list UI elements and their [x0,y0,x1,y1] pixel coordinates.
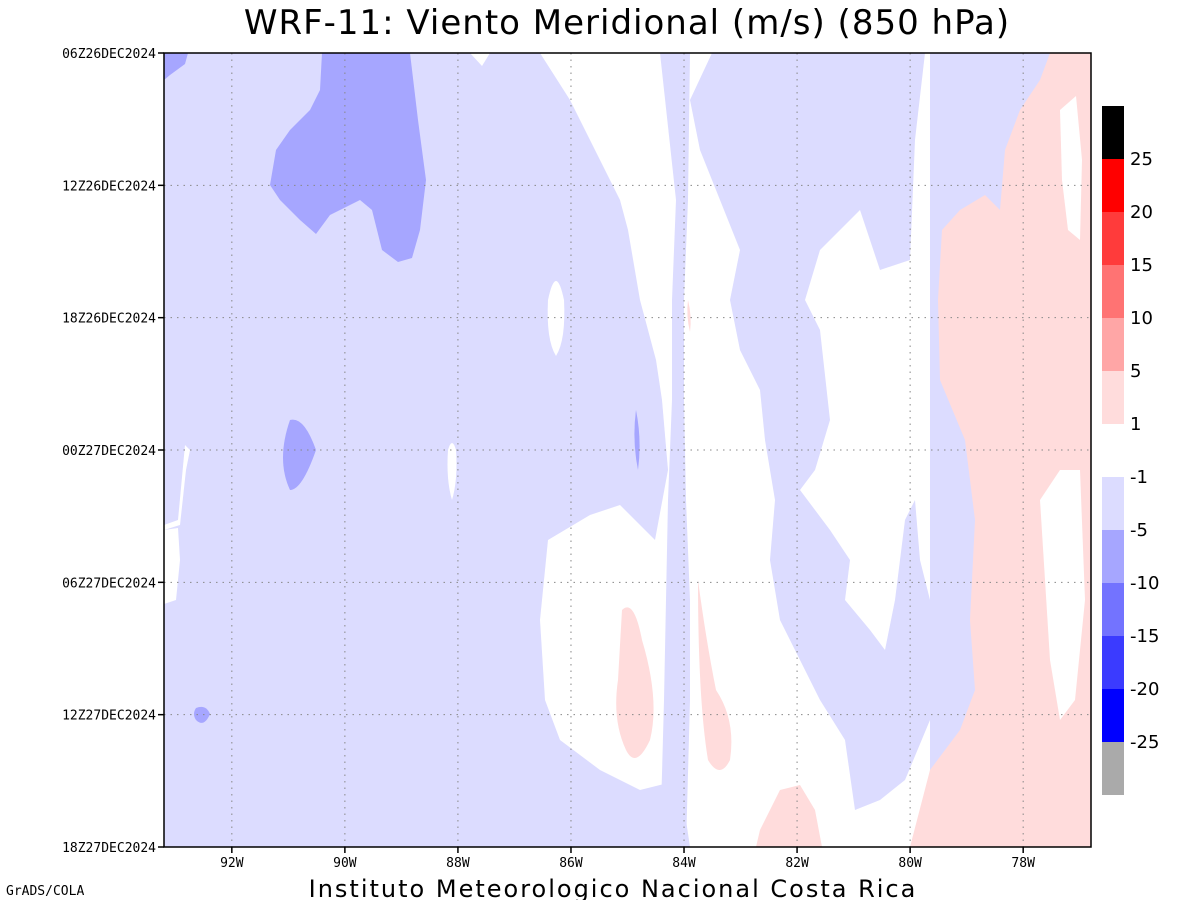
y-tick-label: 18Z27DEC2024 [62,841,156,856]
y-tick-label: 06Z26DEC2024 [62,47,156,62]
colorbar-label: -20 [1130,679,1159,700]
colorbar-swatch [1102,371,1124,424]
colorbar-label: -15 [1130,626,1159,647]
colorbar-label: 5 [1130,361,1141,382]
footer-center: Instituto Meteorologico Nacional Costa R… [309,875,918,900]
near-zero-pocket-west [164,445,190,530]
colorbar-label: -10 [1130,573,1159,594]
colorbar-swatch [1102,689,1124,742]
y-tick-label: 18Z26DEC2024 [62,312,156,327]
colorbar-label: 15 [1130,255,1153,276]
colorbar-swatch [1102,106,1124,159]
footer-left: GrADS/COLA [6,884,84,899]
y-tick-label: 06Z27DEC2024 [62,576,156,591]
colorbar-swatch [1102,742,1124,795]
strong-south-spot-91W [283,419,316,490]
positive-pocket-85W [616,607,654,758]
colorbar-swatch [1102,530,1124,583]
colorbar-swatch [1102,212,1124,265]
blue-band-84W [660,53,690,847]
x-tick-label: 90W [333,856,357,871]
chart-title: WRF-11: Viento Meridional (m/s) (850 hPa… [244,3,1010,43]
near-zero-top [470,53,490,66]
colorbar-swatch [1102,159,1124,212]
y-axis: 06Z26DEC2024 12Z26DEC2024 18Z26DEC2024 00Z2… [62,47,164,856]
colorbar-swatch [1102,424,1124,477]
positive-pocket-83W [698,580,732,770]
strong-south-core [270,53,426,262]
colorbar-label: -5 [1130,520,1148,541]
x-tick-label: 80W [898,856,922,871]
x-tick-label: 86W [559,856,583,871]
colorbar-swatch [1102,636,1124,689]
x-tick-label: 88W [446,856,470,871]
colorbar-swatch [1102,583,1124,636]
positive-pocket-82W [756,785,822,847]
colorbar-swatch [1102,477,1124,530]
colorbar-label: -25 [1130,732,1159,753]
x-tick-label: 92W [220,856,244,871]
y-tick-label: 12Z26DEC2024 [62,179,156,194]
colorbar-label: 25 [1130,149,1153,170]
near-zero-pocket-86W [547,281,565,356]
colorbar: 25 20 15 10 5 1 -1 -5 -10 -15 -20 -25 [1102,106,1159,795]
positive-east [910,53,1091,847]
central-blue-band [690,53,940,810]
grid-lines [164,53,1091,847]
strong-south-spot-92W [194,706,210,723]
near-zero-pocket-west-2 [164,528,180,604]
y-tick-label: 12Z27DEC2024 [62,709,156,724]
near-zero-east-pocket-2 [1040,470,1085,720]
x-tick-label: 78W [1011,856,1035,871]
strong-south-corner [164,53,188,80]
colorbar-label: 1 [1130,414,1141,435]
x-tick-label: 84W [672,856,696,871]
colorbar-label: -1 [1130,467,1148,488]
colorbar-label: 10 [1130,308,1153,329]
strong-south-spot-84W [634,410,640,470]
wind-field [164,53,1091,847]
near-zero-pocket-88W [447,443,457,500]
colorbar-label: 20 [1130,202,1153,223]
positive-spot-84W [687,300,691,332]
near-zero-east-pocket [1060,96,1082,240]
colorbar-swatch [1102,265,1124,318]
colorbar-swatch [1102,318,1124,371]
y-tick-label: 00Z27DEC2024 [62,444,156,459]
x-tick-label: 82W [785,856,809,871]
x-axis: 92W 90W 88W 86W 84W 82W 80W 78W [220,847,1035,871]
